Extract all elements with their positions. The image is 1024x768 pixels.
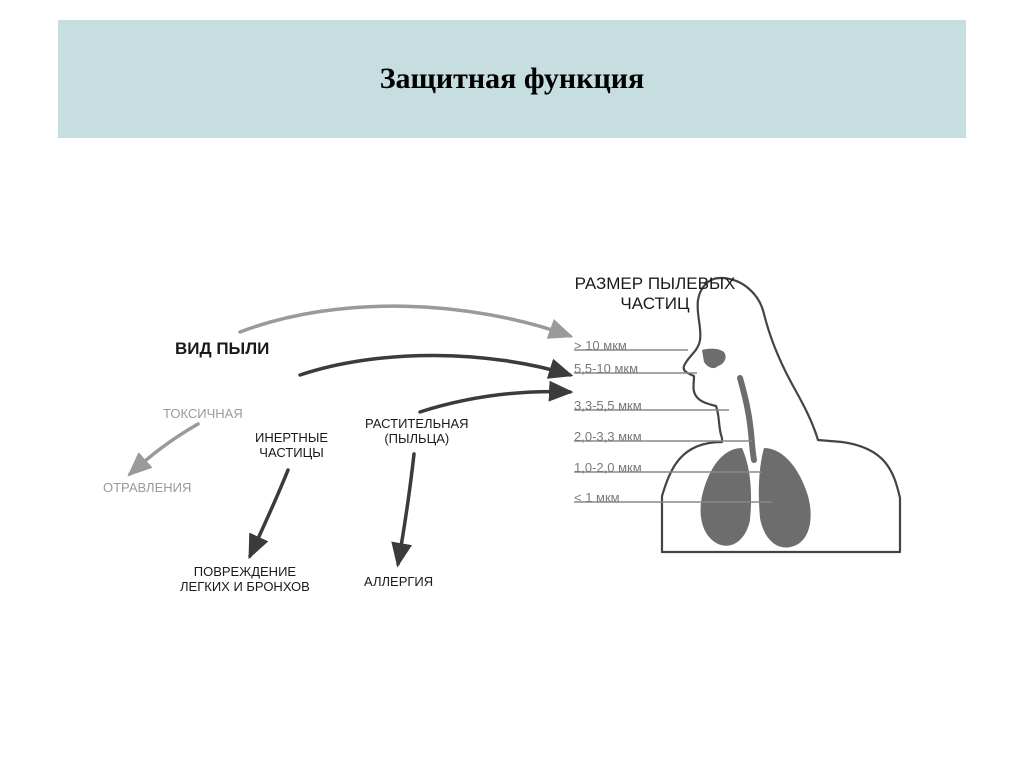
label-size-3: 2,0-3,3 мкм bbox=[574, 430, 642, 445]
label-size-5: < 1 мкм bbox=[574, 491, 620, 506]
label-dust-plant: РАСТИТЕЛЬНАЯ (ПЫЛЬЦА) bbox=[365, 417, 469, 447]
arrow-a_inert_out bbox=[250, 470, 288, 556]
nasal-cavity bbox=[702, 349, 726, 368]
label-outcome-allergy: АЛЛЕРГИЯ bbox=[364, 575, 433, 590]
arrow-a_mid bbox=[300, 355, 570, 375]
arrow-a_plant bbox=[420, 392, 570, 412]
arrow-a_top bbox=[240, 306, 570, 336]
label-outcome-poisoning: ОТРАВЛЕНИЯ bbox=[103, 481, 191, 496]
label-size-1: 5,5-10 мкм bbox=[574, 362, 638, 377]
label-dust-inert: ИНЕРТНЫЕ ЧАСТИЦЫ bbox=[255, 431, 328, 461]
label-size-4: 1,0-2,0 мкм bbox=[574, 461, 642, 476]
label-size-0: > 10 мкм bbox=[574, 339, 627, 354]
lung-right bbox=[759, 448, 811, 548]
label-dust-toxic: ТОКСИЧНАЯ bbox=[163, 407, 243, 422]
label-particle-size-heading: РАЗМЕР ПЫЛЕВЫХ ЧАСТИЦ bbox=[560, 274, 750, 313]
label-outcome-damage: ПОВРЕЖДЕНИЕ ЛЕГКИХ И БРОНХОВ bbox=[180, 565, 310, 595]
label-size-2: 3,3-5,5 мкм bbox=[574, 399, 642, 414]
trachea bbox=[740, 378, 754, 460]
label-dust-type-heading: ВИД ПЫЛИ bbox=[175, 339, 269, 359]
diagram-svg bbox=[0, 0, 1024, 768]
lung-left bbox=[701, 448, 751, 546]
arrow-a_toxic_out bbox=[130, 424, 198, 474]
arrow-a_plant_out bbox=[398, 454, 414, 564]
